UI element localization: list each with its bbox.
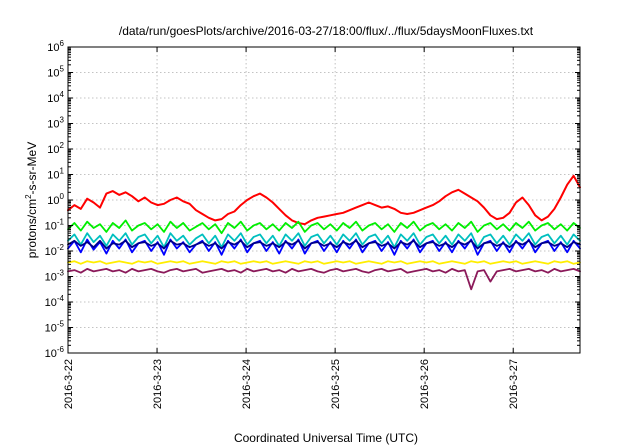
series-line-2 — [67, 219, 581, 235]
x-tick-label: 2016-3-23 — [152, 359, 164, 409]
x-tick-label: 2016-3-24 — [241, 359, 253, 409]
y-axis-label-rest: -s-sr-MeV — [25, 142, 39, 195]
x-tick-label: 2016-3-27 — [508, 359, 520, 409]
y-tick-label: 10-3 — [45, 269, 65, 284]
grid — [68, 47, 580, 353]
y-axis-label: protons/cm2-s-sr-MeV — [24, 142, 39, 258]
y-tick-exponent: -3 — [57, 269, 65, 278]
y-tick-label: 103 — [47, 116, 64, 131]
y-tick-base: 10 — [47, 170, 59, 182]
series-line-5 — [67, 239, 581, 250]
y-tick-label: 102 — [47, 141, 64, 156]
y-tick-exponent: 4 — [60, 90, 65, 99]
y-tick-exponent: 5 — [60, 65, 65, 74]
x-tick-label: 2016-3-22 — [63, 359, 75, 409]
x-tick-label: 2016-3-26 — [419, 359, 431, 409]
y-axis-label-sup: 2 — [24, 194, 33, 199]
y-tick-base: 10 — [47, 144, 59, 156]
y-tick-base: 10 — [45, 272, 57, 284]
y-tick-label: 10-5 — [45, 320, 65, 335]
y-tick-exponent: -4 — [57, 294, 65, 303]
y-tick-label: 106 — [47, 39, 64, 54]
series-line-7 — [67, 267, 581, 291]
series-line-3 — [67, 232, 581, 249]
y-axis-label-base: protons/cm — [25, 199, 39, 258]
series-line-1 — [67, 174, 581, 226]
chart-title: /data/run/goesPlots/archive/2016-03-27/1… — [119, 24, 534, 38]
y-tick-label: 101 — [47, 167, 64, 182]
x-tick-label: 2016-3-25 — [330, 359, 342, 409]
x-axis-ticks: 2016-3-22 2016-3-23 2016-3-24 2016-3-25 2016… — [63, 47, 520, 409]
y-tick-label: 10-6 — [45, 345, 65, 360]
y-tick-exponent: -2 — [57, 243, 65, 252]
y-tick-base: 10 — [47, 68, 59, 80]
series-line-6 — [67, 260, 581, 265]
y-tick-exponent: -5 — [57, 320, 65, 329]
y-tick-label: 10-1 — [45, 218, 65, 233]
y-tick-base: 10 — [47, 42, 59, 54]
y-tick-base: 10 — [47, 119, 59, 131]
series-group — [67, 174, 581, 291]
y-tick-exponent: -6 — [57, 345, 65, 354]
y-tick-base: 10 — [45, 297, 57, 309]
y-tick-base: 10 — [45, 246, 57, 258]
y-tick-label: 105 — [47, 65, 64, 80]
y-tick-exponent: 3 — [60, 116, 65, 125]
y-tick-label: 104 — [47, 90, 64, 105]
y-tick-label: 10-4 — [45, 294, 65, 309]
x-axis-label: Coordinated Universal Time (UTC) — [234, 431, 418, 445]
y-axis-ticks: 10-610-510-410-310-210-11001011021031041… — [45, 39, 580, 360]
y-tick-exponent: 2 — [60, 141, 65, 150]
y-tick-base: 10 — [45, 323, 57, 335]
y-tick-base: 10 — [47, 195, 59, 207]
y-tick-base: 10 — [45, 348, 57, 360]
y-tick-exponent: 6 — [60, 39, 65, 48]
y-tick-label: 10-2 — [45, 243, 65, 258]
y-tick-label: 100 — [47, 192, 64, 207]
y-tick-base: 10 — [47, 93, 59, 105]
y-tick-exponent: -1 — [57, 218, 65, 227]
series-line-4 — [67, 238, 581, 256]
y-tick-exponent: 0 — [60, 192, 65, 201]
y-tick-exponent: 1 — [60, 167, 65, 176]
y-tick-base: 10 — [45, 221, 57, 233]
